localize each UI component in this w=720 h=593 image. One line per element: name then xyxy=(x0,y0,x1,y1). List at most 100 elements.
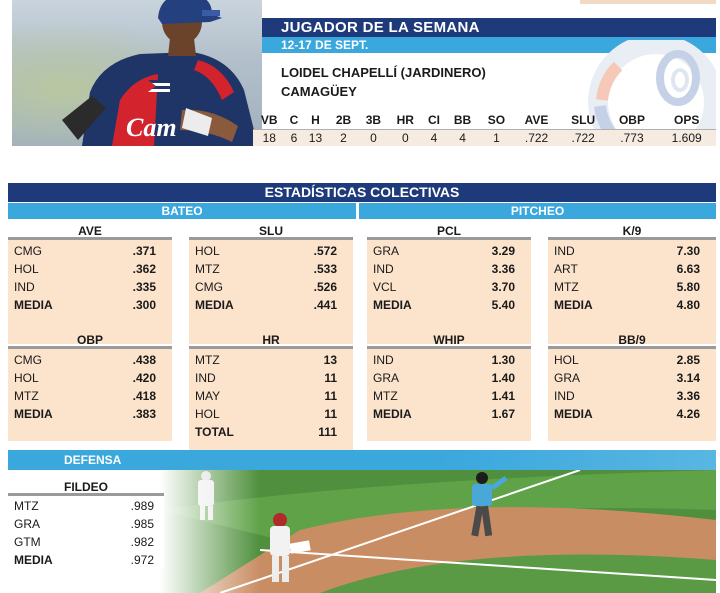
hr-title: HR xyxy=(189,331,353,349)
table-row: HOL .572 xyxy=(195,244,337,258)
batter-illustration: Cam xyxy=(62,0,258,146)
stat-value-3b: 0 xyxy=(358,128,389,146)
table-row: MTZ .418 xyxy=(14,389,156,403)
table-row: CMG .438 xyxy=(14,353,156,367)
stat-value-ci: 4 xyxy=(422,128,446,146)
table-row: MTZ 1.41 xyxy=(373,389,515,403)
stat-header-h: H xyxy=(311,113,320,128)
federation-swirl-logo xyxy=(588,40,716,145)
table-row: GRA .985 xyxy=(14,517,154,531)
stat-header-ci: CI xyxy=(427,113,440,128)
infield-play-photo xyxy=(160,470,716,593)
stat-value-vb: 18 xyxy=(253,128,286,146)
stat-header-bb: BB xyxy=(453,113,472,128)
bb9-title: BB/9 xyxy=(548,331,716,349)
stat-value-bb: 4 xyxy=(445,128,480,146)
stat-value-2b: 2 xyxy=(328,128,359,146)
table-row: CMG .371 xyxy=(14,244,156,258)
ave-title: AVE xyxy=(8,222,172,240)
potw-date-bar xyxy=(262,37,716,53)
table-row-media: MEDIA .383 xyxy=(14,407,156,421)
table-row: HOL 2.85 xyxy=(554,353,700,367)
stat-header-ops: OPS xyxy=(674,113,700,128)
player-photo: Cam xyxy=(12,0,262,146)
batting-section-label: BATEO xyxy=(8,203,356,219)
player-team: CAMAGÜEY xyxy=(281,84,357,99)
k9-table: K/9 IND 7.30 ART 6.63 MTZ 5.80 MEDIA 4.80 xyxy=(548,222,716,344)
stat-headers: VB C H 2B 3B HR CI BB SO AVE SLU OBP OPS xyxy=(253,112,716,129)
table-row-media: MEDIA .972 xyxy=(14,553,154,567)
stat-value-slu: .722 xyxy=(559,128,607,146)
slu-title: SLU xyxy=(189,222,353,240)
player-name: LOIDEL CHAPELLÍ (JARDINERO) xyxy=(281,65,486,80)
table-row: GTM .982 xyxy=(14,535,154,549)
defense-section-label: DEFENSA xyxy=(8,450,716,470)
jersey-lettering: Cam xyxy=(126,113,177,142)
table-row-total: TOTAL 111 xyxy=(195,425,337,439)
stat-header-slu: SLU xyxy=(571,113,596,128)
table-row-media: MEDIA .300 xyxy=(14,298,156,312)
fielding-title: FILDEO xyxy=(8,478,164,496)
ave-table: AVE CMG .371 HOL .362 IND .335 MEDIA .300 xyxy=(8,222,172,344)
table-row: CMG .526 xyxy=(195,280,337,294)
stat-header-so: SO xyxy=(487,113,506,128)
stat-values: 18 6 13 2 0 0 4 4 1 .722 .722 .773 1.609 xyxy=(253,128,716,146)
table-row: ART 6.63 xyxy=(554,262,700,276)
obp-table: OBP CMG .438 HOL .420 MTZ .418 MEDIA .383 xyxy=(8,331,172,441)
table-row: MTZ 5.80 xyxy=(554,280,700,294)
hr-table: HR MTZ 13 IND 11 MAY 11 HOL 11 TOTAL 111 xyxy=(189,331,353,461)
whip-title: WHIP xyxy=(367,331,531,349)
stat-header-c: C xyxy=(289,113,299,128)
stat-value-obp: .773 xyxy=(606,128,658,146)
pcl-title: PCL xyxy=(367,222,531,240)
stat-value-ave: .722 xyxy=(513,128,560,146)
slu-table: SLU HOL .572 MTZ .533 CMG .526 MEDIA .441 xyxy=(189,222,353,344)
table-row: MTZ .989 xyxy=(14,499,154,513)
table-row: HOL .362 xyxy=(14,262,156,276)
stat-header-2b: 2B xyxy=(335,113,352,128)
table-row: GRA 1.40 xyxy=(373,371,515,385)
potw-title-bar xyxy=(262,18,716,37)
table-row: IND 3.36 xyxy=(373,262,515,276)
table-row: MTZ 13 xyxy=(195,353,337,367)
table-row-media: MEDIA 4.26 xyxy=(554,407,700,421)
bb9-table: BB/9 HOL 2.85 GRA 3.14 IND 3.36 MEDIA 4.26 xyxy=(548,331,716,441)
table-row: IND 7.30 xyxy=(554,244,700,258)
stat-header-ave: AVE xyxy=(524,113,549,128)
top-decorative-rule xyxy=(580,0,716,4)
table-row: MTZ .533 xyxy=(195,262,337,276)
player-stat-line: VB C H 2B 3B HR CI BB SO AVE SLU OBP OPS… xyxy=(253,112,716,146)
table-row: IND 11 xyxy=(195,371,337,385)
table-row: GRA 3.14 xyxy=(554,371,700,385)
table-row: MAY 11 xyxy=(195,389,337,403)
table-row: HOL 11 xyxy=(195,407,337,421)
obp-title: OBP xyxy=(8,331,172,349)
table-row: HOL .420 xyxy=(14,371,156,385)
table-row-media: MEDIA 4.80 xyxy=(554,298,700,312)
potw-dates: 12-17 DE SEPT. xyxy=(281,38,369,52)
collective-stats-title: ESTADÍSTICAS COLECTIVAS xyxy=(8,183,716,202)
stat-value-c: 6 xyxy=(285,128,303,146)
stat-value-hr: 0 xyxy=(388,128,423,146)
stat-value-h: 13 xyxy=(302,128,329,146)
table-row: VCL 3.70 xyxy=(373,280,515,294)
stat-header-3b: 3B xyxy=(365,113,382,128)
fielding-table: FILDEO MTZ .989 GRA .985 GTM .982 MEDIA .972 xyxy=(8,478,164,569)
k9-title: K/9 xyxy=(548,222,716,240)
table-row-media: MEDIA .441 xyxy=(195,298,337,312)
stat-header-hr: HR xyxy=(396,113,414,128)
table-row-media: MEDIA 1.67 xyxy=(373,407,515,421)
table-row-media: MEDIA 5.40 xyxy=(373,298,515,312)
stat-value-so: 1 xyxy=(479,128,514,146)
table-row: IND 1.30 xyxy=(373,353,515,367)
stat-value-ops: 1.609 xyxy=(657,128,716,146)
table-row: IND .335 xyxy=(14,280,156,294)
table-row: GRA 3.29 xyxy=(373,244,515,258)
pcl-table: PCL GRA 3.29 IND 3.36 VCL 3.70 MEDIA 5.40 xyxy=(367,222,531,344)
stat-header-vb: VB xyxy=(260,113,278,128)
stat-header-obp: OBP xyxy=(618,113,645,128)
table-row: IND 3.36 xyxy=(554,389,700,403)
potw-title: JUGADOR DE LA SEMANA xyxy=(281,19,480,36)
whip-table: WHIP IND 1.30 GRA 1.40 MTZ 1.41 MEDIA 1.67 xyxy=(367,331,531,441)
pitching-section-label: PITCHEO xyxy=(359,203,716,219)
